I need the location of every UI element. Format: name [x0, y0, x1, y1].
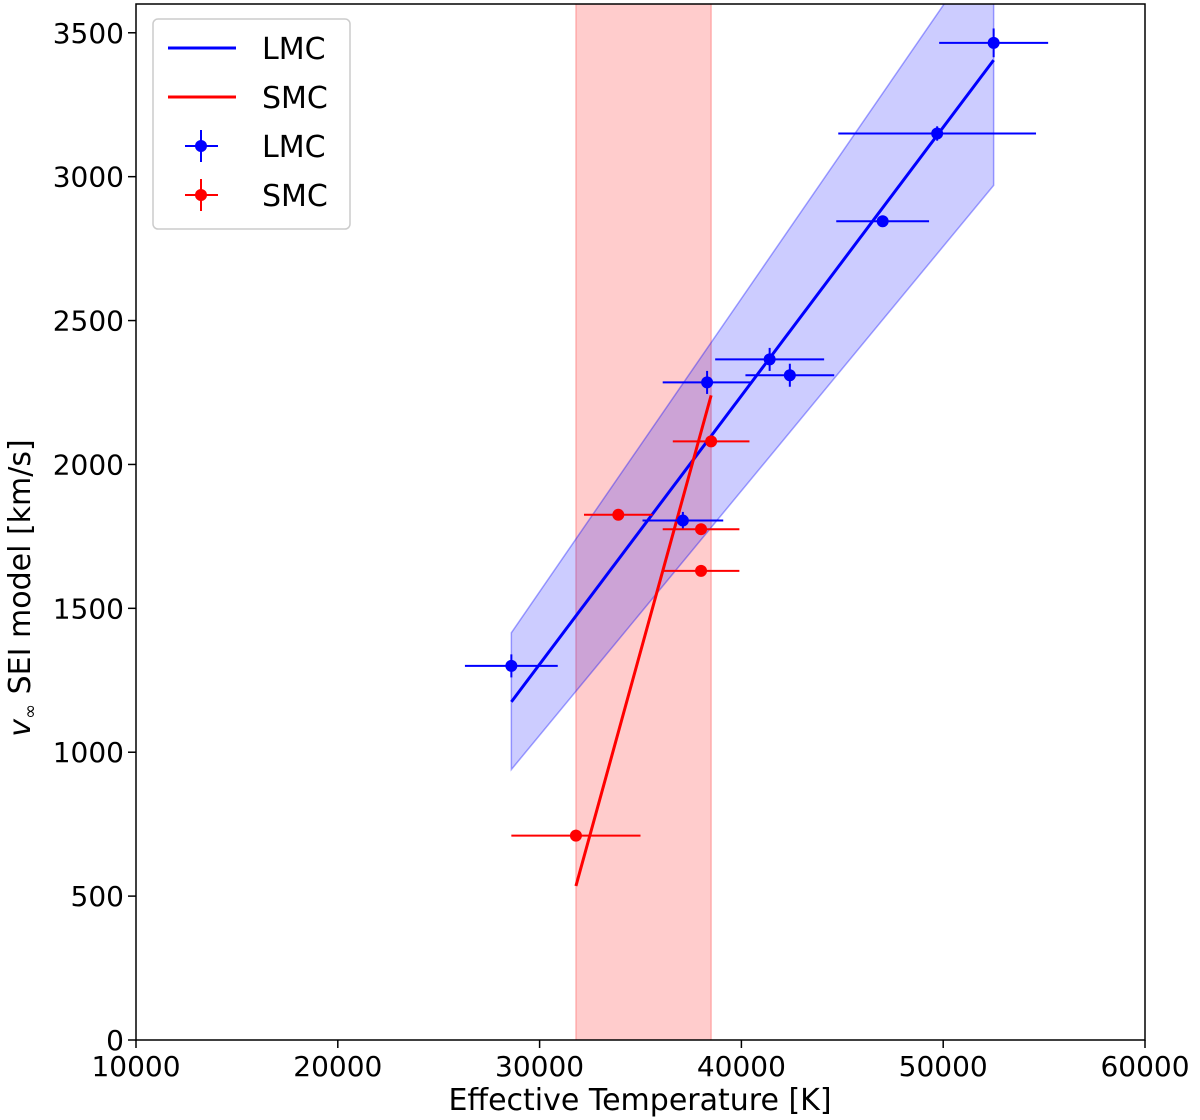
axes: 10000 20000 30000 40000 50000 60000 0 500 1000 15…: [53, 3, 1190, 1083]
y-tick-label: 1000: [53, 736, 124, 769]
data-point: [701, 376, 714, 389]
legend: LMC SMC LMC SMC: [152, 18, 351, 230]
x-tick-label: 60000: [1100, 1050, 1189, 1083]
y-axis-label-var: v: [3, 718, 38, 737]
data-point: [705, 435, 718, 448]
x-axis-label: Effective Temperature [K]: [448, 1083, 831, 1118]
data-point: [876, 215, 889, 228]
y-tick-label: 2000: [53, 448, 124, 481]
y-tick-label: 0: [106, 1024, 124, 1057]
legend-label: SMC: [262, 81, 328, 116]
data-point: [783, 369, 796, 382]
plot-content: [464, 4, 1049, 1040]
data-point: [612, 508, 625, 521]
y-tick-label: 1500: [53, 592, 124, 625]
data-point: [931, 127, 944, 140]
y-tick-label: 3500: [53, 17, 124, 50]
fit-band-lmc: [510, 4, 995, 772]
fit-line-smc: [574, 394, 713, 887]
x-tick-label: 20000: [293, 1050, 382, 1083]
x-tick-label: 40000: [697, 1050, 786, 1083]
legend-label: LMC: [262, 32, 326, 67]
data-point: [763, 353, 776, 366]
y-tick-label: 500: [71, 880, 124, 913]
legend-marker-swatch: [195, 140, 207, 152]
legend-label: LMC: [262, 130, 326, 165]
plot-frame: [135, 3, 1146, 1041]
x-tick-label: 50000: [899, 1050, 988, 1083]
data-point: [676, 514, 689, 527]
y-tick-label: 3000: [53, 161, 124, 194]
y-tick-label: 2500: [53, 305, 124, 338]
legend-box: [152, 18, 351, 230]
series-smc: [511, 435, 750, 842]
x-tick-label: 30000: [495, 1050, 584, 1083]
x-tick-label: 10000: [91, 1050, 180, 1083]
data-point: [505, 659, 518, 672]
data-point: [695, 523, 708, 536]
fit-line-lmc: [510, 59, 995, 703]
series-lmc: [464, 28, 1049, 678]
data-point: [987, 36, 1000, 49]
y-axis-label: v∞ SEI model [km/s]: [3, 439, 41, 736]
data-point: [695, 564, 708, 577]
legend-label: SMC: [262, 179, 328, 214]
plot-area: [464, 4, 1049, 1040]
legend-marker-swatch: [195, 189, 207, 201]
y-axis-label-text: SEI model [km/s]: [3, 439, 38, 704]
y-axis-label-subscript: ∞: [20, 704, 41, 719]
data-point: [569, 829, 582, 842]
